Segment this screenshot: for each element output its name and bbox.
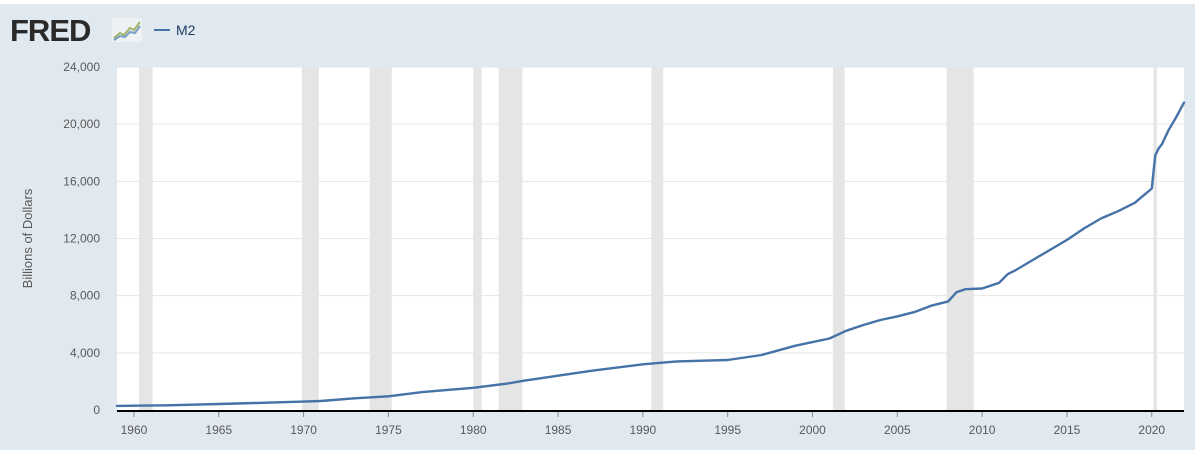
y-tick-label: 20,000	[63, 117, 100, 131]
x-tick-label: 1975	[375, 423, 402, 437]
legend[interactable]: M2	[154, 20, 195, 40]
x-tick-label: 2005	[884, 423, 911, 437]
legend-label: M2	[176, 22, 196, 38]
grid	[117, 66, 1184, 354]
x-tick-label: 1980	[460, 423, 487, 437]
y-axis-label: Billions of Dollars	[20, 188, 35, 288]
x-tick-label: 2015	[1054, 423, 1081, 437]
legend-swatch	[154, 29, 170, 31]
top-border	[0, 0, 1195, 4]
x-tick-label: 1995	[714, 423, 741, 437]
y-tick-label: 8,000	[70, 289, 100, 303]
x-tick-label: 1965	[205, 423, 232, 437]
x-tick-label: 2010	[969, 423, 996, 437]
x-tick-label: 1960	[121, 423, 148, 437]
series-line-m2[interactable]	[115, 101, 1186, 408]
y-tick-label: 16,000	[63, 174, 100, 188]
fred-logo[interactable]: FRED	[10, 13, 91, 48]
series-layer	[115, 101, 1186, 408]
x-tick-label: 2020	[1138, 423, 1165, 437]
y-tick-label: 4,000	[70, 346, 100, 360]
x-tick-label: 2000	[799, 423, 826, 437]
x-tick-label: 1985	[545, 423, 572, 437]
y-tick-label: 0	[93, 403, 100, 417]
x-tick-label: 1990	[630, 423, 657, 437]
y-tick-label: 12,000	[63, 232, 100, 246]
y-tick-label: 24,000	[63, 60, 100, 74]
x-tick-label: 1970	[290, 423, 317, 437]
chart-header: FRED M2	[0, 0, 1195, 58]
fred-graph-icon	[112, 18, 142, 42]
axes: 0 4,000 8,000 12,000 16,000 20,000 24,000 1960 1…	[63, 60, 1184, 437]
